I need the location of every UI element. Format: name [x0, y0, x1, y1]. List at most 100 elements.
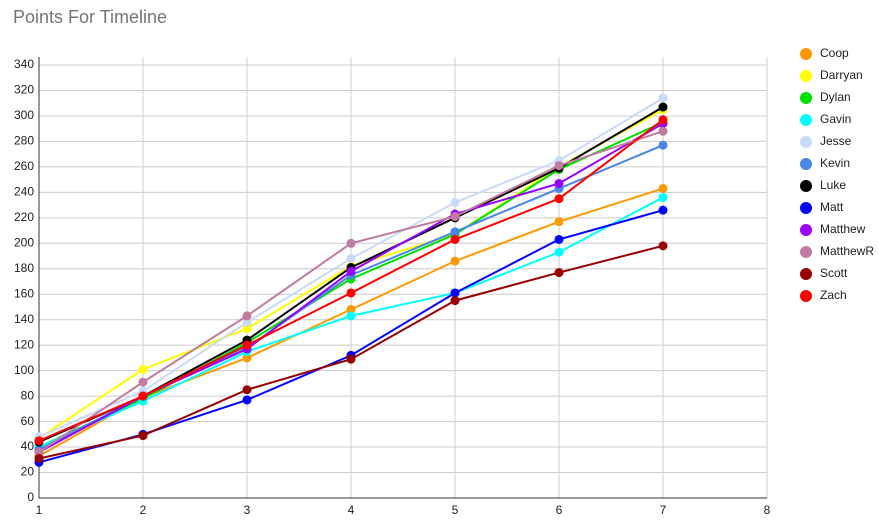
legend-label: Jesse: [820, 134, 852, 148]
y-tick-label: 280: [14, 134, 34, 148]
legend-marker: [800, 70, 812, 82]
y-tick-label: 200: [14, 235, 34, 249]
legend-label: MatthewR: [820, 244, 874, 258]
data-point: [346, 238, 356, 248]
data-point: [658, 184, 668, 194]
legend-marker: [800, 268, 812, 280]
y-tick-label: 100: [14, 363, 34, 377]
y-tick-label: 260: [14, 159, 34, 173]
legend-marker: [800, 136, 812, 148]
y-tick-label: 60: [21, 414, 35, 428]
y-tick-label: 20: [21, 465, 35, 479]
data-point: [554, 268, 564, 278]
y-tick-label: 40: [21, 439, 35, 453]
data-point: [658, 140, 668, 150]
data-point: [554, 178, 564, 188]
data-point: [34, 454, 44, 464]
data-point: [138, 431, 148, 441]
legend-marker: [800, 114, 812, 126]
data-point: [242, 385, 252, 395]
data-point: [450, 198, 460, 208]
legend-marker: [800, 202, 812, 214]
x-tick-label: 2: [140, 503, 147, 517]
legend-marker: [800, 180, 812, 192]
x-tick-label: 6: [556, 503, 563, 517]
legend-marker: [800, 246, 812, 258]
data-point: [346, 311, 356, 321]
data-point: [554, 217, 564, 227]
data-point: [138, 364, 148, 374]
data-point: [242, 324, 252, 334]
data-point: [34, 436, 44, 446]
data-point: [346, 254, 356, 264]
data-point: [34, 447, 44, 457]
data-point: [658, 205, 668, 215]
legend-marker: [800, 290, 812, 302]
y-tick-label: 180: [14, 261, 34, 275]
x-tick-label: 1: [36, 503, 43, 517]
data-point: [450, 212, 460, 222]
legend-label: Kevin: [820, 156, 850, 170]
data-point: [450, 296, 460, 306]
data-point: [242, 317, 252, 327]
data-point: [554, 247, 564, 257]
data-point: [554, 194, 564, 204]
data-point: [658, 115, 668, 125]
data-point: [658, 102, 668, 112]
data-point: [242, 311, 252, 321]
legend-marker: [800, 92, 812, 104]
data-point: [242, 340, 252, 350]
data-point: [346, 266, 356, 276]
data-point: [138, 391, 148, 401]
x-tick-label: 4: [348, 503, 355, 517]
y-tick-label: 340: [14, 57, 34, 71]
data-point: [450, 256, 460, 266]
legend-marker: [800, 224, 812, 236]
data-point: [346, 288, 356, 298]
series: [34, 126, 668, 457]
y-tick-label: 160: [14, 286, 34, 300]
data-point: [450, 288, 460, 298]
data-point: [658, 126, 668, 136]
data-point: [242, 353, 252, 363]
legend-label: Coop: [820, 46, 849, 60]
data-point: [346, 305, 356, 315]
data-point: [346, 354, 356, 364]
x-tick-label: 7: [660, 503, 667, 517]
series: [34, 115, 668, 446]
legend-label: Darryan: [820, 68, 863, 82]
x-tick-label: 5: [452, 503, 459, 517]
y-tick-label: 240: [14, 185, 34, 199]
data-point: [450, 227, 460, 237]
y-tick-label: 220: [14, 210, 34, 224]
chart-title: Points For Timeline: [13, 7, 167, 27]
y-tick-label: 300: [14, 108, 34, 122]
legend-label: Scott: [820, 266, 848, 280]
data-point: [242, 395, 252, 405]
legend-label: Matthew: [820, 222, 866, 236]
legend-label: Dylan: [820, 90, 851, 104]
data-point: [658, 192, 668, 202]
y-tick-label: 320: [14, 83, 34, 97]
data-point: [554, 161, 564, 171]
data-point: [138, 377, 148, 387]
legend-label: Luke: [820, 178, 846, 192]
y-tick-label: 140: [14, 312, 34, 326]
data-point: [658, 241, 668, 251]
legend-label: Gavin: [820, 112, 851, 126]
y-tick-label: 0: [27, 490, 34, 504]
legend-label: Zach: [820, 288, 847, 302]
x-tick-label: 8: [764, 503, 771, 517]
x-tick-label: 3: [244, 503, 251, 517]
y-tick-label: 120: [14, 337, 34, 351]
data-point: [554, 234, 564, 244]
legend-label: Matt: [820, 200, 844, 214]
legend-marker: [800, 48, 812, 60]
data-point: [658, 93, 668, 103]
data-point: [450, 234, 460, 244]
legend-marker: [800, 158, 812, 170]
series: [34, 93, 668, 442]
series: [34, 241, 668, 464]
y-tick-label: 80: [21, 388, 35, 402]
